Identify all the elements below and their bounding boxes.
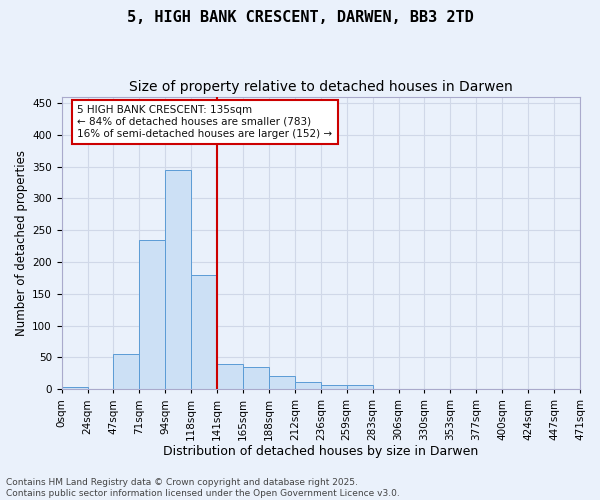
- Bar: [347, 384, 373, 389]
- Text: Contains HM Land Registry data © Crown copyright and database right 2025.
Contai: Contains HM Land Registry data © Crown c…: [6, 478, 400, 498]
- Y-axis label: Number of detached properties: Number of detached properties: [15, 150, 28, 336]
- Title: Size of property relative to detached houses in Darwen: Size of property relative to detached ho…: [129, 80, 512, 94]
- Bar: [295, 382, 321, 389]
- Bar: [321, 386, 347, 389]
- Bar: [113, 354, 139, 389]
- Bar: [243, 367, 269, 389]
- Bar: [166, 170, 191, 389]
- Bar: [139, 240, 166, 389]
- Bar: [191, 274, 217, 389]
- Text: 5 HIGH BANK CRESCENT: 135sqm
← 84% of detached houses are smaller (783)
16% of s: 5 HIGH BANK CRESCENT: 135sqm ← 84% of de…: [77, 106, 332, 138]
- Bar: [62, 388, 88, 389]
- X-axis label: Distribution of detached houses by size in Darwen: Distribution of detached houses by size …: [163, 444, 478, 458]
- Text: 5, HIGH BANK CRESCENT, DARWEN, BB3 2TD: 5, HIGH BANK CRESCENT, DARWEN, BB3 2TD: [127, 10, 473, 25]
- Bar: [269, 376, 295, 389]
- Bar: [217, 364, 243, 389]
